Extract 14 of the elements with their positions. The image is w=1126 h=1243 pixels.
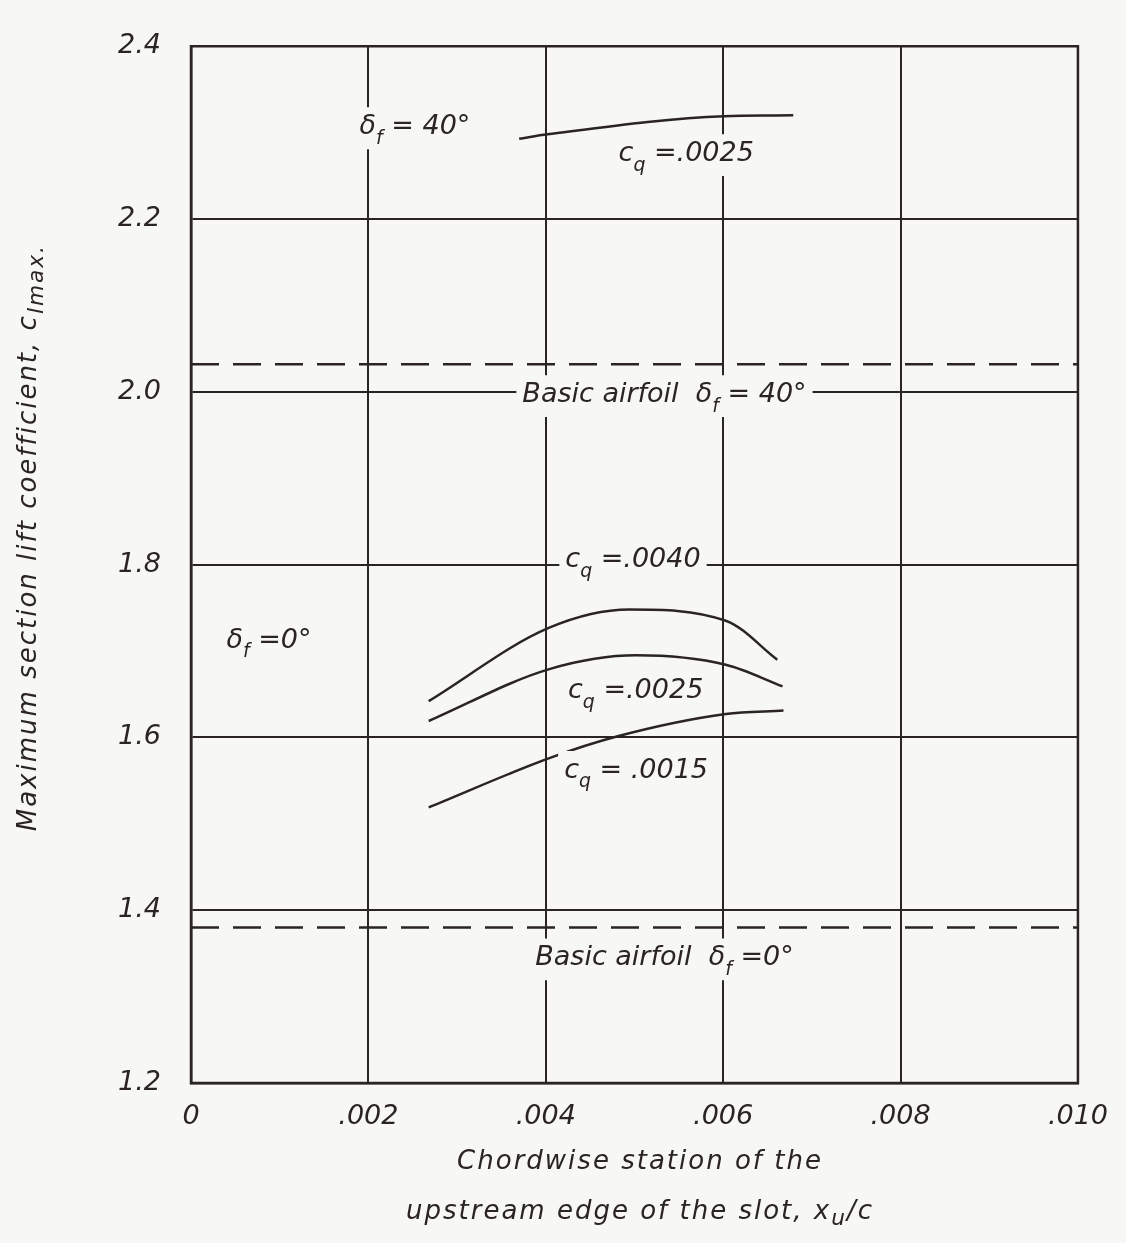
y-tick-label: 2.2 <box>118 201 161 233</box>
x-axis-title: Chordwise station of the upstream edge of the slot, x$_{u}$/c <box>404 1144 875 1233</box>
x-tick-label: .010 <box>1047 1099 1108 1131</box>
x-tick-label: .006 <box>693 1099 754 1131</box>
y-tick-label: 1.6 <box>118 719 161 751</box>
x-tick-label: .002 <box>338 1099 399 1131</box>
y-tick-label: 2.0 <box>118 373 161 405</box>
y-tick-label: 1.4 <box>118 892 161 924</box>
x-tick-label: .008 <box>870 1099 931 1131</box>
x-tick-label: .004 <box>515 1099 576 1131</box>
y-tick-label: 1.8 <box>118 546 161 578</box>
x-tick-label: 0 <box>182 1099 200 1131</box>
y-tick-label: 2.4 <box>118 28 161 60</box>
y-tick-label: 1.2 <box>118 1065 161 1097</box>
